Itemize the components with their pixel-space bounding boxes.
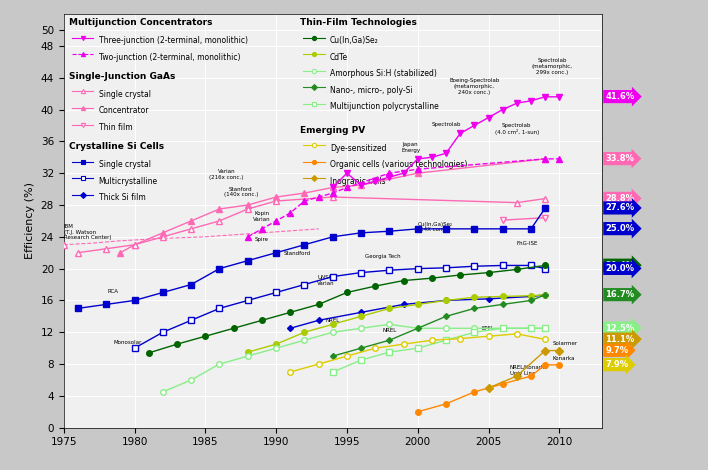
Text: 33.8%: 33.8%	[605, 154, 634, 163]
Text: 11.1%: 11.1%	[605, 335, 634, 344]
Text: Emerging PV: Emerging PV	[300, 126, 366, 135]
Text: Cu(In,Ga)Se₂: Cu(In,Ga)Se₂	[330, 36, 379, 45]
Text: Crystalline Si Cells: Crystalline Si Cells	[69, 142, 164, 151]
Text: Cu(In,Ga)Se₂
(14X conc.): Cu(In,Ga)Se₂ (14X conc.)	[418, 222, 453, 233]
Text: Thin-Film Technologies: Thin-Film Technologies	[300, 18, 417, 27]
Text: Concentrator: Concentrator	[98, 106, 149, 115]
Text: Single crystal: Single crystal	[98, 90, 151, 99]
Text: Spire: Spire	[255, 237, 269, 242]
Text: 16.7%: 16.7%	[605, 290, 634, 299]
Text: 7.9%: 7.9%	[605, 360, 629, 369]
Y-axis label: Efficiency (%): Efficiency (%)	[25, 182, 35, 259]
Text: 41.6%: 41.6%	[605, 92, 634, 101]
Text: Spectrolab: Spectrolab	[431, 122, 461, 126]
Text: Multijunction Concentrators: Multijunction Concentrators	[69, 18, 212, 27]
Text: Varian
(216x conc.): Varian (216x conc.)	[210, 169, 244, 180]
Text: Stanford
(140x conc.): Stanford (140x conc.)	[224, 187, 258, 197]
Text: 27.6%: 27.6%	[605, 204, 634, 212]
Text: Standford: Standford	[283, 251, 310, 256]
Text: Single-Junction GaAs: Single-Junction GaAs	[69, 72, 176, 81]
Text: 25.0%: 25.0%	[605, 224, 634, 233]
Text: NREL/Konarka
Univ Linz: NREL/Konarka Univ Linz	[510, 365, 549, 376]
Text: IBM
(T.J. Watson
Research Center): IBM (T.J. Watson Research Center)	[64, 224, 111, 240]
Text: Dye-sensitized: Dye-sensitized	[330, 143, 387, 153]
Text: Multijunction polycrystalline: Multijunction polycrystalline	[330, 102, 439, 111]
Text: Konarka: Konarka	[552, 356, 575, 361]
Text: Thick Si film: Thick Si film	[98, 193, 145, 202]
Text: Georgia Tech: Georgia Tech	[365, 254, 400, 259]
Text: EPFL: EPFL	[481, 326, 494, 331]
Text: Spectrolab
(4.0 cm², 1-sun): Spectrolab (4.0 cm², 1-sun)	[495, 123, 539, 134]
Text: 20.4%: 20.4%	[605, 261, 634, 270]
Text: 12.5%: 12.5%	[605, 323, 634, 333]
Text: UNSW
Varian: UNSW Varian	[317, 275, 334, 286]
Text: Nano-, micro-, poly-Si: Nano-, micro-, poly-Si	[330, 86, 413, 94]
Text: FhG-ISE: FhG-ISE	[517, 241, 538, 246]
Text: Japan
Energy: Japan Energy	[401, 142, 421, 153]
Text: Three-junction (2-terminal, monolithic): Three-junction (2-terminal, monolithic)	[98, 36, 248, 45]
Text: Solarmer: Solarmer	[552, 341, 577, 346]
Text: Thin film: Thin film	[98, 123, 132, 132]
Text: Monosolar: Monosolar	[113, 340, 142, 345]
Text: CdTe: CdTe	[330, 53, 348, 62]
Text: Amorphous Si:H (stabilized): Amorphous Si:H (stabilized)	[330, 69, 437, 78]
Text: Organic cells (various technologies): Organic cells (various technologies)	[330, 160, 467, 169]
Text: 9.7%: 9.7%	[605, 346, 629, 355]
Text: Spectrolab
(metamorphic,
299x conc.): Spectrolab (metamorphic, 299x conc.)	[532, 58, 573, 75]
Text: NREL: NREL	[382, 329, 396, 333]
Text: Single crystal: Single crystal	[98, 160, 151, 169]
Text: RCA: RCA	[108, 289, 119, 294]
Text: 28.8%: 28.8%	[605, 194, 634, 203]
Text: Multicrystalline: Multicrystalline	[98, 177, 158, 186]
Text: NREL: NREL	[326, 318, 340, 323]
Text: Kopin
Varian: Kopin Varian	[253, 212, 270, 222]
Text: Inogranic cells: Inogranic cells	[330, 177, 386, 186]
Text: Two-junction (2-terminal, monolithic): Two-junction (2-terminal, monolithic)	[98, 53, 240, 62]
Text: 20.0%: 20.0%	[605, 264, 634, 273]
Text: Boeing-Spectrolab
(metamorphic,
240x conc.): Boeing-Spectrolab (metamorphic, 240x con…	[449, 78, 500, 95]
